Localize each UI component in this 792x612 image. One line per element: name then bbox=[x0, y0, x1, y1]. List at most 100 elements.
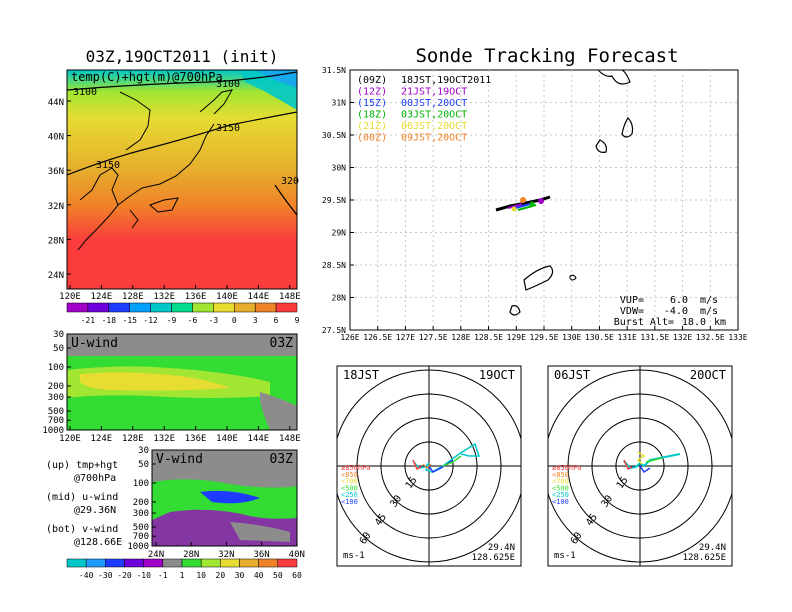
lon-tick-label: 128.5E bbox=[474, 333, 503, 342]
pressure-legend-label: ≥850hPa bbox=[341, 464, 371, 472]
lat-tick-label: 30N bbox=[332, 164, 347, 173]
pressure-tick-label: 100 bbox=[133, 479, 149, 489]
colorbar-swatch bbox=[124, 558, 144, 568]
param-vup-label: VUP= bbox=[620, 295, 644, 306]
lon-tick-label: 133E bbox=[728, 333, 747, 342]
lon-tick-label: 124E bbox=[91, 434, 113, 444]
temp-lon-ticks: 120E 124E 128E 132E 136E 140E 144E 148E bbox=[59, 285, 301, 302]
hodograph-19oct: 15304560≥850hPa<850<700<500<250<10018JST… bbox=[336, 365, 522, 567]
track-map: 31.5N31N30.5N30N29.5N29N28.5N28N27.5N126… bbox=[322, 66, 748, 342]
pressure-legend-label: <500 bbox=[341, 484, 358, 492]
temp-contour-label: 3100 bbox=[73, 87, 97, 98]
colorbar-swatch bbox=[150, 302, 172, 313]
v-wind-time: 03Z bbox=[270, 452, 294, 467]
colorbar-label: -12 bbox=[143, 316, 158, 325]
param-vup-value: 6.0 bbox=[670, 295, 688, 306]
hodograph-lat: 29.4N bbox=[488, 543, 515, 553]
colorbar-label: 3 bbox=[253, 316, 258, 325]
island bbox=[621, 117, 634, 138]
legend-time-label: 18JST,19OCT2011 bbox=[401, 75, 491, 86]
lon-tick-label: 127.5E bbox=[419, 333, 448, 342]
lat-tick-label: 36N bbox=[253, 550, 269, 560]
pressure-legend-label: <850 bbox=[552, 471, 569, 479]
pressure-tick-label: 1000 bbox=[42, 426, 64, 436]
lon-tick-label: 132E bbox=[153, 434, 175, 444]
wind-colorbar: -40 -30 -20 -10 -1 1 10 20 30 40 50 60 bbox=[66, 558, 302, 580]
legend-time-label: 21JST,19OCT bbox=[401, 87, 467, 98]
lat-tick-label: 28N bbox=[48, 236, 64, 246]
v-wind-label: V-wind bbox=[156, 452, 203, 467]
pressure-tick-label: 500 bbox=[48, 407, 64, 417]
param-burst-value: 18.0 bbox=[682, 317, 706, 328]
note-mid-line1: (mid) u-wind bbox=[46, 492, 118, 503]
legend-time-code: (15Z) bbox=[357, 98, 387, 109]
colorbar-label: -20 bbox=[117, 571, 132, 580]
lon-tick-label: 126.5E bbox=[363, 333, 392, 342]
track-grid: 31.5N31N30.5N30N29.5N29N28.5N28N27.5N126… bbox=[322, 66, 748, 342]
pressure-tick-label: 700 bbox=[48, 416, 64, 426]
lat-tick-label: 28N bbox=[183, 550, 199, 560]
lat-tick-label: 29N bbox=[332, 229, 347, 238]
hodograph-trace bbox=[412, 442, 481, 473]
right-title: Sonde Tracking Forecast bbox=[415, 45, 678, 67]
lat-tick-label: 31.5N bbox=[322, 66, 346, 75]
hodograph-trace bbox=[623, 451, 681, 474]
legend-time-label: 03JST,20OCT bbox=[401, 110, 467, 121]
pressure-legend-label: <100 bbox=[341, 498, 358, 506]
u-wind-time: 03Z bbox=[270, 336, 294, 351]
colorbar-label: 9 bbox=[295, 316, 300, 325]
lon-tick-label: 126E bbox=[340, 333, 359, 342]
pressure-tick-label: 30 bbox=[53, 330, 64, 340]
lon-tick-label: 132E bbox=[673, 333, 692, 342]
pressure-tick-label: 700 bbox=[133, 532, 149, 542]
colorbar-swatch bbox=[181, 558, 202, 568]
colorbar-label: -30 bbox=[98, 571, 113, 580]
sonde-track bbox=[495, 195, 551, 212]
hodograph-jst: 18JST bbox=[343, 368, 379, 382]
u-lon-ticks: 120E 124E 128E 132E 136E 140E 144E 148E bbox=[59, 426, 301, 444]
legend-time-code: (12Z) bbox=[357, 87, 387, 98]
lon-tick-label: 144E bbox=[248, 434, 270, 444]
colorbar-swatch bbox=[254, 302, 277, 313]
legend-time-code: (21Z) bbox=[357, 121, 387, 132]
lon-tick-label: 120E bbox=[59, 434, 81, 444]
note-bot-line1: (bot) v-wind bbox=[46, 524, 118, 535]
temp-contour-label: 3150 bbox=[216, 123, 240, 134]
pressure-tick-label: 50 bbox=[138, 460, 149, 470]
lon-tick-label: 148E bbox=[279, 434, 301, 444]
colorbar-label: 10 bbox=[196, 571, 206, 580]
lon-tick-label: 127E bbox=[396, 333, 415, 342]
lat-tick-label: 29.5N bbox=[322, 196, 346, 205]
temp-contour-label: 320 bbox=[281, 176, 299, 187]
colorbar-swatch bbox=[213, 302, 235, 313]
lon-tick-label: 129E bbox=[507, 333, 526, 342]
pressure-tick-label: 500 bbox=[133, 523, 149, 533]
colorbar-swatch bbox=[108, 302, 130, 313]
hodograph-lat: 29.4N bbox=[699, 543, 726, 553]
pressure-legend-label: <250 bbox=[341, 491, 358, 499]
note-up-line1: (up) tmp+hgt bbox=[46, 460, 118, 471]
lon-tick-label: 129.5E bbox=[530, 333, 559, 342]
colorbar-label: -18 bbox=[102, 316, 117, 325]
colorbar-label: -40 bbox=[79, 571, 94, 580]
lat-tick-label: 28.5N bbox=[322, 261, 346, 270]
hodograph-lon: 128.625E bbox=[472, 553, 515, 563]
param-burst-unit: km bbox=[714, 317, 726, 328]
lon-tick-label: 130E bbox=[562, 333, 581, 342]
legend-time-code: (00Z) bbox=[357, 133, 387, 144]
v-lat-ticks: 24N 28N 32N 36N 40N bbox=[148, 542, 305, 560]
colorbar-label: -15 bbox=[123, 316, 138, 325]
pressure-legend-label: <250 bbox=[552, 491, 569, 499]
temp-panel: 3100 3100 3150 3150 320 temp(C)+hgt(m)@7… bbox=[48, 69, 301, 325]
colorbar-label: -3 bbox=[209, 316, 219, 325]
colorbar-swatch bbox=[192, 302, 214, 313]
lon-tick-label: 140E bbox=[216, 292, 238, 302]
pressure-legend-label: <700 bbox=[552, 478, 569, 486]
colorbar-swatch bbox=[66, 302, 89, 313]
lat-tick-label: 24N bbox=[148, 550, 164, 560]
colorbar-swatch bbox=[275, 302, 298, 313]
